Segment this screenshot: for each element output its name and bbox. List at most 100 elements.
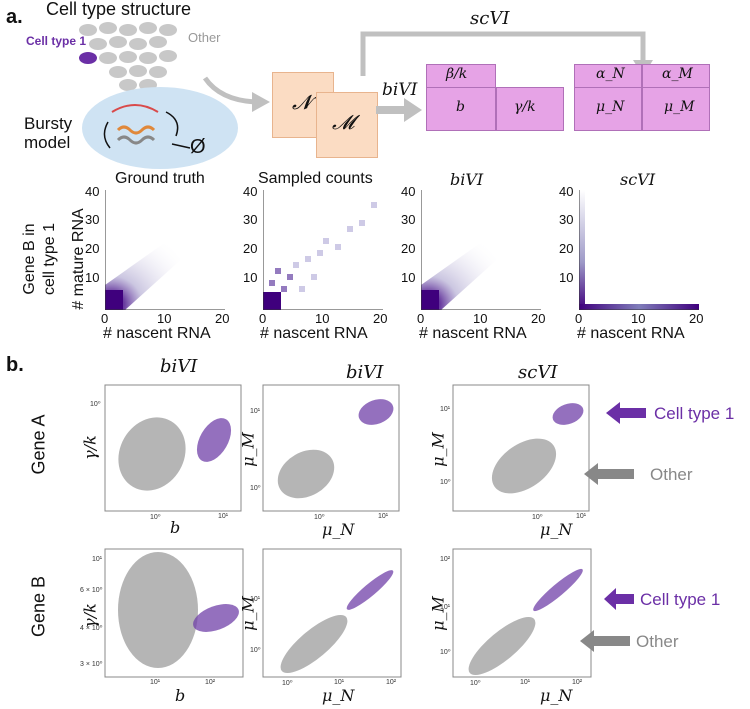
tick-gb1-x1: 10¹ xyxy=(150,679,161,686)
tick-ga3-y0: 10⁰ xyxy=(440,479,451,486)
cell-cluster-diagram xyxy=(79,22,177,91)
xtick-0-3: 0 xyxy=(417,311,425,326)
gene-a-b-xlabel: b xyxy=(170,518,181,537)
tick-ga2-y1: 10¹ xyxy=(250,408,261,415)
param-alpha-n-box xyxy=(574,64,642,88)
bivi-arrow-label: biVI xyxy=(382,80,418,100)
col-title-bivi-1: biVI xyxy=(160,356,198,377)
col-title-scvi: scVI xyxy=(518,362,558,383)
tick-gb1-y1: 10¹ xyxy=(92,556,103,563)
legend-cell-type-1-b: Cell type 1 xyxy=(640,590,721,609)
param-mu-m-label: μ_M xyxy=(664,99,695,115)
heatmap-title-bivi: biVI xyxy=(450,170,484,189)
gene-a-mu-m-ylabel: μ_M xyxy=(238,432,258,467)
heatmap-title-ground-truth: Ground truth xyxy=(115,170,205,187)
ytick-40: 40 xyxy=(85,184,100,199)
param-alpha-m-label: α_M xyxy=(662,66,693,82)
xtick-10: 10 xyxy=(157,311,172,326)
xtick-10-2: 10 xyxy=(315,311,330,326)
encoder-m-box xyxy=(316,92,378,158)
scvi-label: scVI xyxy=(470,8,510,29)
scatter-gene-a-scvi xyxy=(452,384,590,512)
xtick-20-2: 20 xyxy=(373,311,388,326)
ytick-10: 10 xyxy=(85,270,100,285)
row-label-gene-a: Gene A xyxy=(28,414,49,475)
xlabel-3: # nascent RNA xyxy=(419,325,527,342)
tick-gb3-y0: 10⁰ xyxy=(440,649,451,656)
tick-gb1-y3: 3 × 10⁰ xyxy=(80,661,103,668)
tick-gb3-y1: 10¹ xyxy=(440,604,451,611)
gene-b-scvi-mu-m-ylabel: μ_M xyxy=(428,596,448,631)
tick-gb2-x0: 10⁰ xyxy=(282,680,293,687)
gene-a-scvi-mu-m-ylabel: μ_M xyxy=(428,432,448,467)
tick-ga3-y1: 10¹ xyxy=(440,406,451,413)
bursty-model-diagram xyxy=(82,87,238,169)
ytick-10-2: 10 xyxy=(243,270,258,285)
param-gamma-box xyxy=(496,87,564,131)
xtick-10-3: 10 xyxy=(473,311,488,326)
input-arrow xyxy=(202,76,270,112)
param-b-box xyxy=(426,87,496,131)
cell-type-1-label: Cell type 1 xyxy=(26,34,87,48)
heatmap-sampled-counts xyxy=(263,190,383,310)
encoder-n-label: 𝓝 xyxy=(292,90,312,114)
tick-gb1-y6: 6 × 10⁰ xyxy=(80,587,103,594)
heatmap-ground-truth xyxy=(105,190,225,310)
tick-gb3-x0: 10⁰ xyxy=(470,680,481,687)
tick-gb3-x1: 10¹ xyxy=(520,679,531,686)
arrow-other-a xyxy=(584,463,634,485)
ytick-20-4: 20 xyxy=(559,241,574,256)
gene-b-mu-n-xlabel: μ_N xyxy=(322,686,355,705)
heatmap-title-scvi: scVI xyxy=(620,170,656,189)
gene-a-mu-n-xlabel: μ_N xyxy=(322,520,355,539)
ytick-10-4: 10 xyxy=(559,270,574,285)
arrow-other-b xyxy=(580,630,630,652)
ytick-30: 30 xyxy=(85,212,100,227)
ytick-40-3: 40 xyxy=(401,184,416,199)
tick-ga3-x1: 10¹ xyxy=(576,513,587,520)
xlabel-1: # nascent RNA xyxy=(103,325,211,342)
cell-structure-title: Cell type structure xyxy=(46,0,192,19)
empty-set-symbol: Ø xyxy=(190,136,206,158)
col-title-bivi-2: biVI xyxy=(346,362,384,383)
tick-gb2-y1: 10¹ xyxy=(250,596,261,603)
panel-b-letter: b. xyxy=(6,354,24,376)
scatter-gene-a-bivi-mu xyxy=(262,384,400,512)
heatmap-ylabel-gene-line2: cell type 1 xyxy=(41,222,58,296)
tick-ga1-y: 10⁰ xyxy=(90,401,101,408)
ytick-40-2: 40 xyxy=(243,184,258,199)
tick-ga2-x0: 10⁰ xyxy=(314,514,325,521)
heatmap-ylabel-gene-line1: Gene B in xyxy=(21,223,38,295)
gene-a-scvi-mu-n-xlabel: μ_N xyxy=(540,520,573,539)
ytick-20-3: 20 xyxy=(401,241,416,256)
param-gamma-label: γ/k xyxy=(514,99,536,115)
xlabel-4: # nascent RNA xyxy=(577,325,685,342)
tick-ga2-y0: 10⁰ xyxy=(250,485,261,492)
xtick-20-3: 20 xyxy=(531,311,546,326)
tick-gb3-x2: 10² xyxy=(572,679,583,686)
tick-gb1-x2: 10² xyxy=(205,679,216,686)
xtick-20: 20 xyxy=(215,311,230,326)
xtick-10-4: 10 xyxy=(631,311,646,326)
legend-other-a: Other xyxy=(650,465,693,484)
scatter-gene-b-bivi xyxy=(104,548,244,678)
heatmap-bivi xyxy=(421,190,541,310)
tick-gb2-x2: 10² xyxy=(386,679,397,686)
gene-a-gamma-ylabel: γ/k xyxy=(80,435,100,460)
heatmap-title-sampled: Sampled counts xyxy=(258,170,373,187)
scatter-gene-a-bivi xyxy=(104,384,242,512)
xtick-0-4: 0 xyxy=(575,311,583,326)
param-mu-n-label: μ_N xyxy=(596,99,625,115)
tick-gb2-y0: 10⁰ xyxy=(250,647,261,654)
row-label-gene-b: Gene B xyxy=(28,575,49,638)
ytick-10-3: 10 xyxy=(401,270,416,285)
ytick-30-3: 30 xyxy=(401,212,416,227)
tick-ga1-x0: 10⁰ xyxy=(150,514,161,521)
ytick-40-4: 40 xyxy=(559,184,574,199)
arrow-cell-type-1-b xyxy=(604,588,634,610)
param-b-label: b xyxy=(456,99,465,115)
panel-a-letter: a. xyxy=(6,6,23,28)
scatter-gene-b-scvi xyxy=(452,548,592,678)
encoder-m-label: 𝓜 xyxy=(332,110,355,134)
bursty-label-2: model xyxy=(24,133,71,152)
